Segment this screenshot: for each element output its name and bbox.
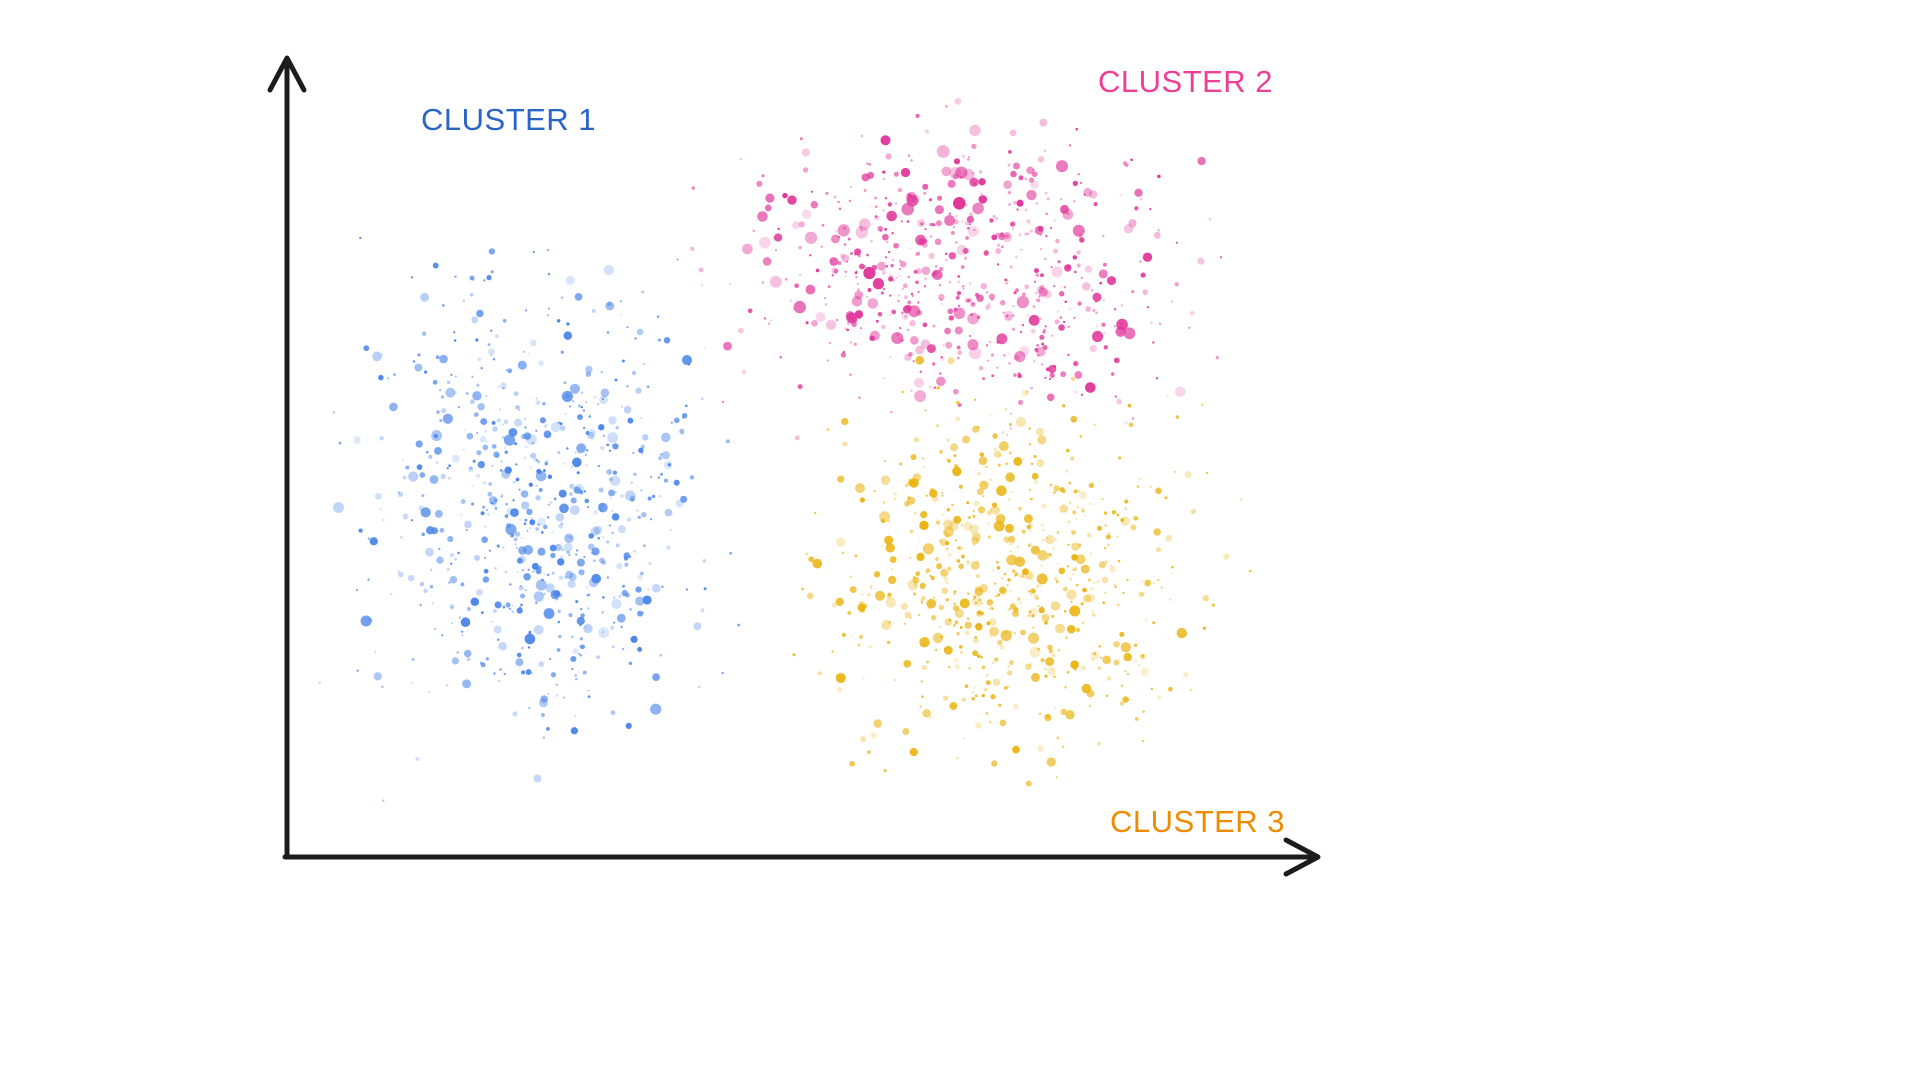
y-axis-arrow-icon xyxy=(267,55,307,93)
cluster-3-points xyxy=(792,355,1252,787)
cluster-2-label: CLUSTER 2 xyxy=(1098,64,1274,99)
cluster-3-label: CLUSTER 3 xyxy=(1110,804,1286,839)
x-axis-arrow-icon xyxy=(1283,837,1321,877)
cluster-2-points xyxy=(676,97,1223,441)
cluster-1-label: CLUSTER 1 xyxy=(421,102,597,137)
cluster-1-points xyxy=(318,236,741,802)
